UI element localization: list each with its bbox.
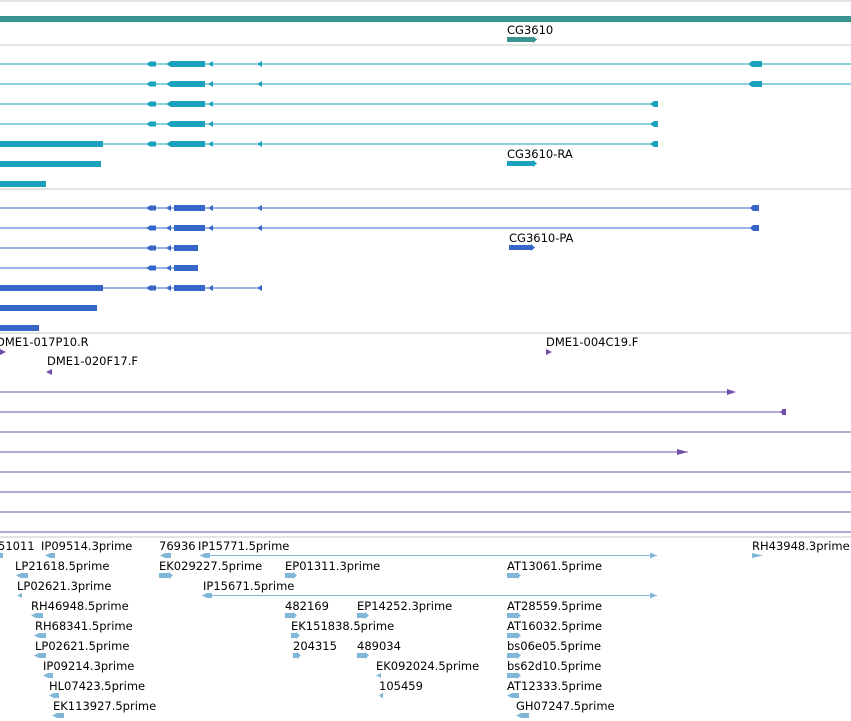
- transcript-row[interactable]: [0, 121, 658, 127]
- est-label[interactable]: HL07423.5prime: [49, 679, 145, 693]
- est-glyph[interactable]: [17, 593, 22, 598]
- est-glyph[interactable]: [293, 653, 297, 658]
- est-glyph[interactable]: [202, 592, 657, 599]
- gene-glyph[interactable]: [507, 36, 537, 43]
- est-label[interactable]: EP01311.3prime: [285, 559, 380, 573]
- est-label[interactable]: LP21618.5prime: [15, 559, 109, 573]
- est-glyph[interactable]: [357, 653, 365, 658]
- est-label[interactable]: EK113927.5prime: [53, 699, 156, 713]
- est-glyph[interactable]: [200, 552, 657, 559]
- protein-row[interactable]: [0, 225, 759, 231]
- transcript-row[interactable]: [0, 81, 851, 87]
- est-glyph[interactable]: [507, 633, 517, 638]
- read-glyph[interactable]: [46, 369, 52, 375]
- read-glyph[interactable]: [546, 349, 552, 355]
- est-label[interactable]: bs62d10.5prime: [507, 659, 601, 673]
- est-glyph[interactable]: [285, 573, 293, 578]
- read-label[interactable]: DME1-017P10.R: [0, 335, 89, 349]
- est-glyph[interactable]: [752, 553, 763, 558]
- transcript-label[interactable]: CG3610-RA: [507, 147, 573, 161]
- est-label[interactable]: 482169: [285, 599, 329, 613]
- est-label[interactable]: 76936: [159, 539, 196, 553]
- read-row[interactable]: [0, 409, 786, 415]
- read-row[interactable]: [0, 389, 736, 395]
- gene-span-bar[interactable]: [0, 16, 851, 22]
- est-glyph[interactable]: [379, 692, 383, 699]
- est-label[interactable]: AT13061.5prime: [507, 559, 602, 573]
- est-label[interactable]: EK151838.5prime: [291, 619, 394, 633]
- est-glyph[interactable]: [507, 653, 517, 658]
- est-label[interactable]: LP02621.5prime: [35, 639, 129, 653]
- est-glyph[interactable]: [160, 553, 165, 558]
- est-label[interactable]: RH68341.5prime: [35, 619, 133, 633]
- est-track: 51011 IP09514.3prime 76936 IP15771.5prim…: [0, 539, 850, 718]
- est-label[interactable]: GH07247.5prime: [516, 699, 615, 713]
- est-label[interactable]: EK092024.5prime: [376, 659, 479, 673]
- transcript-row[interactable]: [0, 181, 46, 187]
- est-label[interactable]: LP02621.3prime: [17, 579, 111, 593]
- transcript-track: CG3610-RA: [0, 61, 851, 190]
- est-label[interactable]: RH43948.3prime: [752, 539, 850, 553]
- read-track: DME1-017P10.R DME1-004C19.F DME1-020F17.…: [0, 335, 851, 538]
- read-row[interactable]: [0, 449, 688, 455]
- est-label[interactable]: 51011: [0, 539, 35, 553]
- est-glyph[interactable]: [49, 693, 54, 698]
- est-glyph[interactable]: [34, 633, 39, 638]
- est-glyph[interactable]: [507, 613, 517, 618]
- protein-row[interactable]: [0, 205, 759, 211]
- protein-row[interactable]: [0, 285, 262, 291]
- est-glyph[interactable]: [31, 613, 36, 618]
- est-glyph[interactable]: [507, 673, 517, 678]
- est-glyph[interactable]: [291, 633, 296, 638]
- est-label[interactable]: AT16032.5prime: [507, 619, 602, 633]
- transcript-row[interactable]: [0, 141, 658, 147]
- est-label[interactable]: AT12333.5prime: [507, 679, 602, 693]
- read-glyph[interactable]: [0, 349, 6, 355]
- est-label[interactable]: IP09514.3prime: [41, 539, 132, 553]
- gene-track: CG3610: [0, 0, 851, 46]
- protein-row[interactable]: [0, 305, 97, 311]
- est-glyph[interactable]: [52, 713, 57, 718]
- transcript-row[interactable]: [0, 61, 851, 67]
- est-label[interactable]: 489034: [357, 639, 401, 653]
- est-label[interactable]: bs06e05.5prime: [507, 639, 601, 653]
- protein-row[interactable]: [0, 325, 39, 331]
- est-label[interactable]: IP15671.5prime: [203, 579, 294, 593]
- est-label[interactable]: IP15771.5prime: [198, 539, 289, 553]
- est-glyph[interactable]: [507, 573, 517, 578]
- est-label[interactable]: EK029227.5prime: [159, 559, 262, 573]
- est-glyph[interactable]: [285, 613, 293, 618]
- est-glyph[interactable]: [16, 573, 21, 578]
- est-glyph[interactable]: [159, 573, 169, 578]
- est-glyph[interactable]: [0, 553, 3, 558]
- est-glyph[interactable]: [34, 653, 39, 658]
- est-glyph[interactable]: [507, 693, 512, 698]
- transcript-row[interactable]: [0, 101, 658, 107]
- est-glyph[interactable]: [516, 713, 521, 718]
- est-label[interactable]: AT28559.5prime: [507, 599, 602, 613]
- protein-label[interactable]: CG3610-PA: [509, 231, 574, 245]
- protein-glyph[interactable]: [509, 244, 535, 251]
- est-label[interactable]: RH46948.5prime: [31, 599, 129, 613]
- transcript-glyph[interactable]: [507, 160, 537, 167]
- gene-label[interactable]: CG3610: [507, 23, 553, 37]
- transcript-row[interactable]: [0, 161, 101, 167]
- read-label[interactable]: DME1-004C19.F: [546, 335, 638, 349]
- est-label[interactable]: IP09214.3prime: [43, 659, 134, 673]
- est-glyph[interactable]: [357, 613, 365, 618]
- est-glyph[interactable]: [43, 673, 48, 678]
- est-label[interactable]: 105459: [379, 679, 423, 693]
- read-label[interactable]: DME1-020F17.F: [47, 354, 138, 368]
- protein-track: CG3610-PA: [0, 205, 851, 334]
- est-label[interactable]: 204315: [293, 639, 337, 653]
- est-label[interactable]: EP14252.3prime: [357, 599, 452, 613]
- protein-row[interactable]: [0, 265, 198, 271]
- est-glyph[interactable]: [376, 673, 381, 678]
- protein-row[interactable]: [0, 245, 198, 251]
- est-glyph[interactable]: [45, 553, 50, 558]
